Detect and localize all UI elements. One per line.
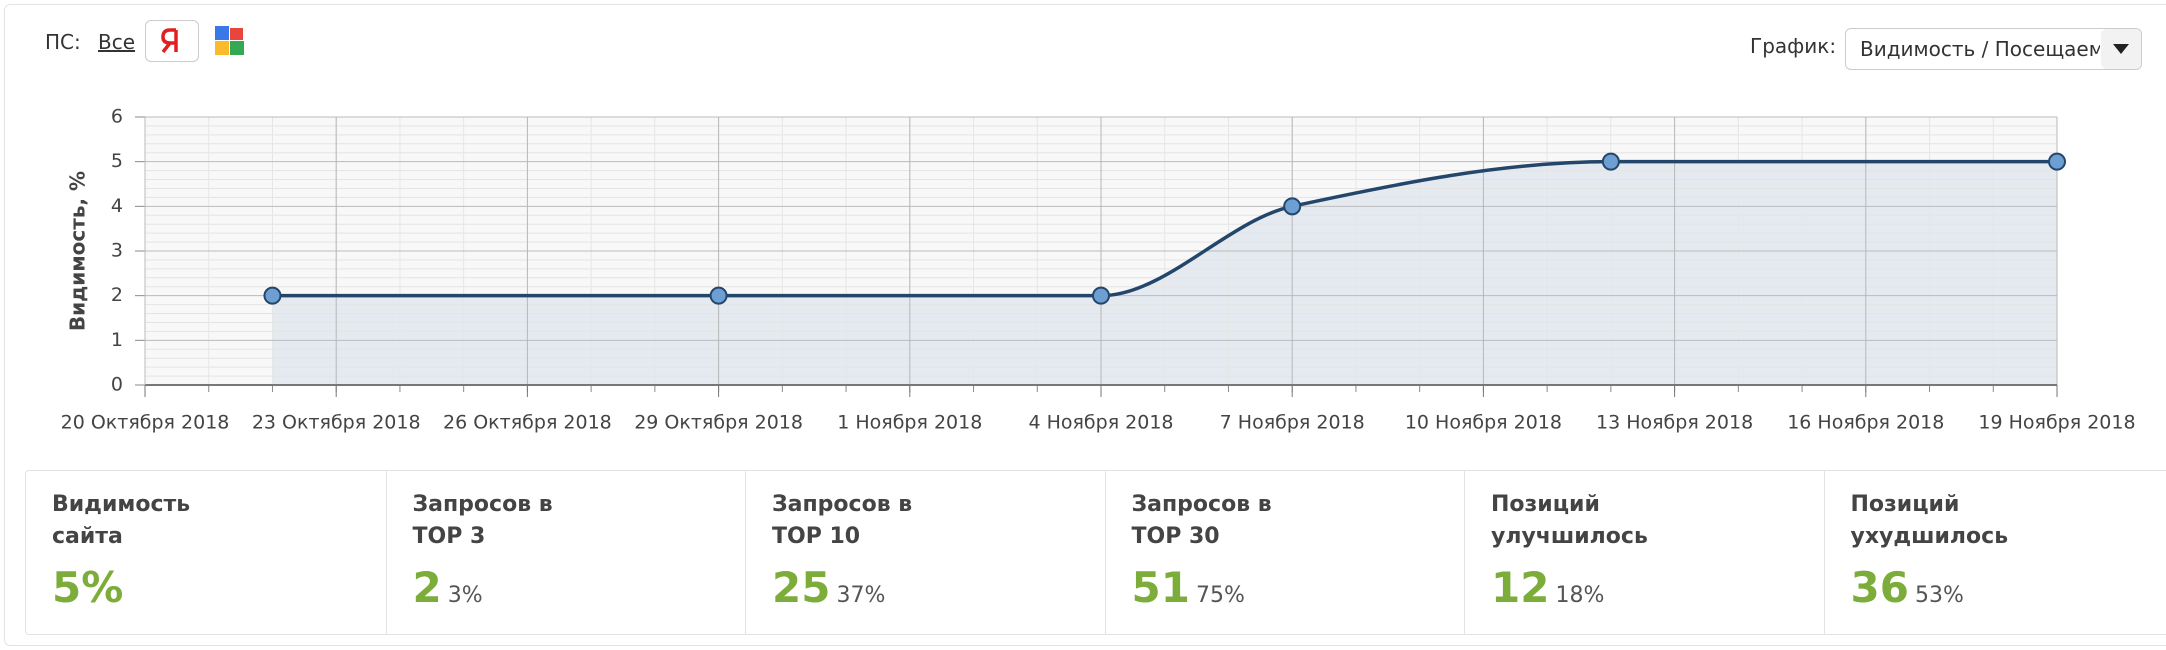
point [1601,152,1620,171]
stat-title-line: Видимость [52,492,191,517]
stat-value: 36 [1850,563,1909,612]
stat-title-line: сайта [52,524,123,549]
stat-title-line: Запросов в [772,492,913,517]
x-tick-label: 19 Ноября 2018 [1978,412,2135,434]
stats-panel: Видимость сайта 5% Запросов в TOP 3 2 3% Запрос… [25,470,2166,635]
y-tick-label: 3 [111,240,123,262]
stat-value-row: 2 3% [413,563,483,612]
stat-share: 18% [1555,583,1605,608]
stat-title: Запросов в TOP 10 [772,489,912,553]
google-icon[interactable] [213,24,247,58]
x-tick-label: 10 Ноября 2018 [1405,412,1562,434]
stat-title-line: Запросов в [412,492,553,517]
point [709,286,728,305]
stat-value: 51 [1131,563,1190,612]
stat-title: Позиций улучшилось [1491,489,1648,553]
stat-value: 2 [412,563,442,612]
x-tick-label: 23 Октября 2018 [252,412,421,434]
stat-value-row: 25 37% [772,563,885,612]
stat-title-line: улучшилось [1491,524,1648,549]
stat-title: Запросов в TOP 30 [1132,489,1272,553]
stat-share: 75% [1195,583,1245,608]
stat-title-line: Запросов в [1131,492,1272,517]
y-tick-label: 1 [111,329,123,351]
point [263,286,282,305]
y-tick-label: 2 [111,284,123,306]
stat-card: Видимость сайта 5% [26,471,386,634]
x-tick-label: 7 Ноября 2018 [1220,412,1365,434]
y-tick-label: 4 [111,195,123,217]
stat-value: 12 [1491,563,1550,612]
stat-value-row: 36 53% [1851,563,1964,612]
stat-title-line: TOP 30 [1131,524,1220,549]
point [1283,197,1302,216]
stat-value-row: 51 75% [1132,563,1245,612]
stat-value: 5% [52,563,124,612]
stat-title: Запросов в TOP 3 [413,489,553,553]
line [272,159,2057,298]
yandex-button[interactable] [145,20,199,62]
stat-value-row: 5% [52,563,123,612]
stat-title-line: Позиций [1491,492,1600,517]
x-tick-label: 29 Октября 2018 [634,412,803,434]
point [1092,286,1110,305]
engines-label: ПС: [45,30,81,54]
stat-title-line: ухудшилось [1850,524,2009,549]
chart: Видимость, % 0 1 2 3 4 5 6 20 Октября 2018 23 Ок… [61,106,2136,434]
stat-value-row: 12 18% [1491,563,1604,612]
stat-share: 53% [1914,583,1964,608]
stat-card: Запросов в TOP 30 51 75% [1104,471,1466,634]
y-tick-label: 6 [111,106,123,128]
stat-title-line: TOP 3 [412,524,486,549]
stat-card: Запросов в TOP 10 25 37% [745,471,1106,634]
chart-label: График: [1750,34,1837,58]
x-tick-label: 20 Октября 2018 [61,412,230,434]
stat-title-line: Позиций [1850,492,1960,517]
yandex-icon [161,28,178,54]
x-tick-label: 13 Ноября 2018 [1596,412,1753,434]
stat-card: Позиций ухудшилось 36 53% [1823,471,2166,634]
stat-share: 3% [447,583,483,608]
x-tick-label: 26 Октября 2018 [443,412,612,434]
x-tick-label: 1 Ноября 2018 [837,412,982,434]
point [2048,152,2066,171]
stat-title-line: TOP 10 [772,524,861,549]
stat-value: 25 [772,563,831,612]
y-tick-label: 5 [111,150,123,172]
stat-title: Позиций ухудшилось [1851,489,2009,553]
x-tick-label: 4 Ноября 2018 [1028,412,1173,434]
stat-share: 37% [836,583,886,608]
x-tick-label: 16 Ноября 2018 [1787,412,1944,434]
chart-select[interactable]: Видимость / Посещаемость [1845,28,2142,70]
y-axis-label: Видимость, % [66,171,90,331]
y-tick-label: 0 [111,374,123,396]
stat-title: Видимость сайта [52,489,190,553]
select-text: Видимость / Посещаемость [1860,37,2100,61]
all-link[interactable]: Все [98,30,136,54]
card [4,4,2166,646]
stat-card: Позиций улучшилось 12 18% [1464,471,1825,634]
select-arrow [2101,29,2141,69]
stat-card: Запросов в TOP 3 2 3% [385,471,747,634]
